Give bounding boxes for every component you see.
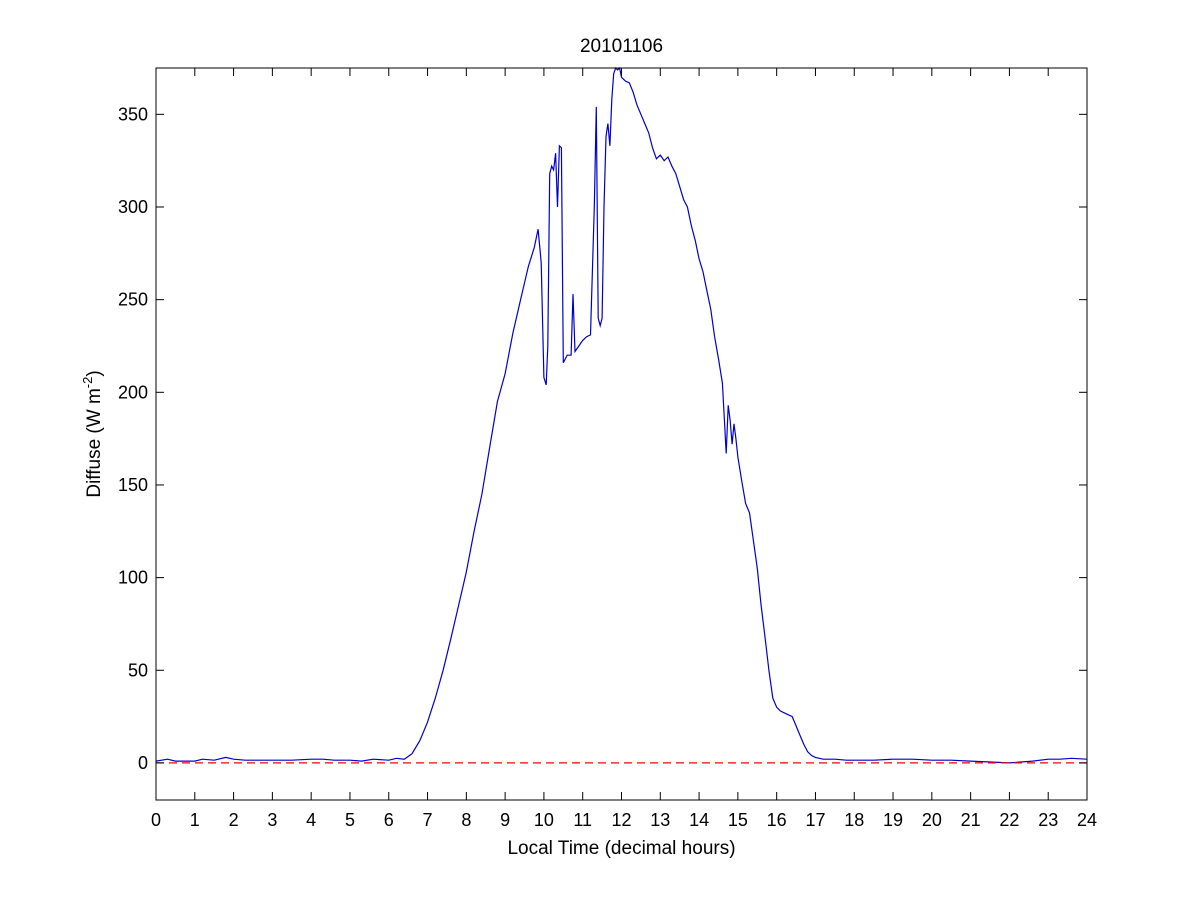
x-tick-label: 15 xyxy=(728,810,748,830)
axes: 0 1 2 3 4 5 6 7 8 9 10 11 12 13 14 15 16 17 18 19 20 21 22 23 24… xyxy=(118,67,1097,830)
x-tick-label: 17 xyxy=(805,810,825,830)
x-tick-label: 12 xyxy=(611,810,631,830)
diffuse-series-line xyxy=(155,66,1088,764)
x-tick-label: 21 xyxy=(961,810,981,830)
x-tick-label: 3 xyxy=(267,810,277,830)
x-axis-label: Local Time (decimal hours) xyxy=(507,838,735,859)
x-tick-label: 23 xyxy=(1038,810,1058,830)
y-tick-label: 150 xyxy=(118,475,148,495)
x-tick-label: 19 xyxy=(883,810,903,830)
y-tick-label: 50 xyxy=(128,660,148,680)
y-tick-label: 0 xyxy=(138,753,148,773)
x-tick-label: 13 xyxy=(650,810,670,830)
plot-area xyxy=(155,66,1088,764)
x-tick-label: 1 xyxy=(190,810,200,830)
x-tick-label: 0 xyxy=(151,810,161,830)
x-tick-label: 24 xyxy=(1077,810,1097,830)
x-tick-label: 5 xyxy=(345,810,355,830)
y-axis-label-main: Diffuse (W m xyxy=(84,388,105,497)
x-tick-label: 7 xyxy=(423,810,433,830)
x-tick-label: 2 xyxy=(229,810,239,830)
chart-title: 20101106 xyxy=(580,36,663,57)
y-axis-label-superscript: -2 xyxy=(80,377,95,389)
x-tick-label: 8 xyxy=(461,810,471,830)
x-tick-label: 16 xyxy=(767,810,787,830)
x-tick-label: 22 xyxy=(999,810,1019,830)
y-tick-label: 200 xyxy=(118,382,148,402)
x-tick-label: 18 xyxy=(844,810,864,830)
x-tick-label: 6 xyxy=(384,810,394,830)
y-tick-label: 250 xyxy=(118,290,148,310)
x-tick-label: 9 xyxy=(500,810,510,830)
x-tick-label: 4 xyxy=(306,810,316,830)
y-tick-label: 100 xyxy=(118,568,148,588)
x-tick-label: 10 xyxy=(534,810,554,830)
y-tick-label: 350 xyxy=(118,104,148,124)
y-tick-label: 300 xyxy=(118,197,148,217)
x-tick-label: 11 xyxy=(573,810,592,830)
x-tick-label: 14 xyxy=(689,810,709,830)
x-tick-label: 20 xyxy=(922,810,942,830)
y-axis-label-close: ) xyxy=(84,370,105,376)
y-axis-label: Diffuse (W m-2) xyxy=(80,370,105,497)
